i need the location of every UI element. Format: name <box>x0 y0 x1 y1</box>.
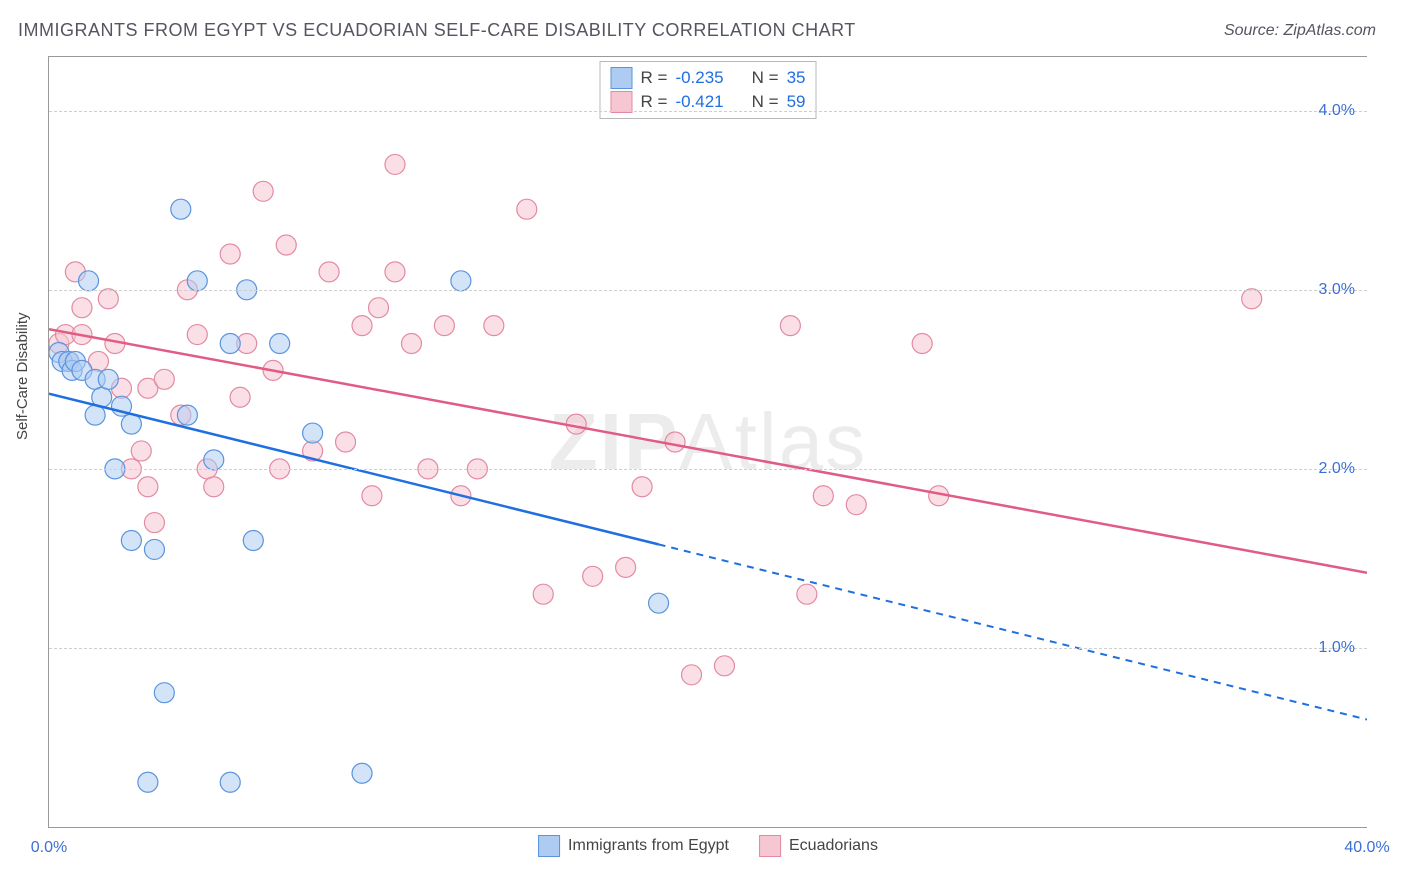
y-tick-label: 1.0% <box>1319 639 1355 657</box>
point-ecuadorians <box>682 665 702 685</box>
point-egypt <box>204 450 224 470</box>
point-ecuadorians <box>632 477 652 497</box>
gridline <box>49 111 1367 112</box>
point-egypt <box>303 423 323 443</box>
x-tick-label: 40.0% <box>1344 839 1389 857</box>
point-egypt <box>187 271 207 291</box>
x-tick-label: 0.0% <box>31 839 67 857</box>
point-egypt <box>154 683 174 703</box>
point-ecuadorians <box>138 477 158 497</box>
gridline <box>49 648 1367 649</box>
point-ecuadorians <box>319 262 339 282</box>
source-label: Source: ZipAtlas.com <box>1224 22 1376 40</box>
legend-correlation-row: R = -0.235 N = 35 <box>611 66 806 90</box>
point-ecuadorians <box>362 486 382 506</box>
point-egypt <box>171 199 191 219</box>
point-ecuadorians <box>846 495 866 515</box>
legend-series: Immigrants from Egypt Ecuadorians <box>538 835 878 857</box>
point-egypt <box>144 539 164 559</box>
point-egypt <box>270 334 290 354</box>
point-ecuadorians <box>352 316 372 336</box>
point-egypt <box>121 530 141 550</box>
point-ecuadorians <box>253 181 273 201</box>
point-ecuadorians <box>912 334 932 354</box>
y-axis-title: Self-Care Disability <box>14 312 31 440</box>
point-ecuadorians <box>220 244 240 264</box>
legend-swatch <box>611 91 633 113</box>
point-ecuadorians <box>813 486 833 506</box>
point-ecuadorians <box>583 566 603 586</box>
point-egypt <box>352 763 372 783</box>
point-ecuadorians <box>276 235 296 255</box>
point-egypt <box>220 334 240 354</box>
point-egypt <box>138 772 158 792</box>
point-ecuadorians <box>98 289 118 309</box>
r-label: R = <box>641 66 668 90</box>
point-ecuadorians <box>72 298 92 318</box>
point-ecuadorians <box>533 584 553 604</box>
legend-swatch <box>759 835 781 857</box>
point-egypt <box>121 414 141 434</box>
n-value: 35 <box>787 66 806 90</box>
point-egypt <box>79 271 99 291</box>
gridline <box>49 290 1367 291</box>
point-egypt <box>243 530 263 550</box>
point-ecuadorians <box>131 441 151 461</box>
point-ecuadorians <box>1242 289 1262 309</box>
point-ecuadorians <box>385 262 405 282</box>
r-value: -0.235 <box>675 66 723 90</box>
point-ecuadorians <box>230 387 250 407</box>
y-tick-label: 4.0% <box>1319 102 1355 120</box>
legend-swatch <box>611 67 633 89</box>
point-ecuadorians <box>154 369 174 389</box>
point-egypt <box>98 369 118 389</box>
point-egypt <box>177 405 197 425</box>
point-egypt <box>220 772 240 792</box>
point-egypt <box>451 271 471 291</box>
point-ecuadorians <box>616 557 636 577</box>
point-ecuadorians <box>144 513 164 533</box>
point-ecuadorians <box>385 154 405 174</box>
chart-title: IMMIGRANTS FROM EGYPT VS ECUADORIAN SELF… <box>18 20 856 41</box>
point-ecuadorians <box>369 298 389 318</box>
gridline <box>49 469 1367 470</box>
legend-series-item: Immigrants from Egypt <box>538 835 729 857</box>
point-ecuadorians <box>665 432 685 452</box>
point-ecuadorians <box>797 584 817 604</box>
point-ecuadorians <box>484 316 504 336</box>
regression-egypt-dashed <box>659 544 1367 719</box>
plot-area: ZIPAtlas R =-0.235N =35R =-0.421N =59 Im… <box>48 56 1367 828</box>
legend-series-item: Ecuadorians <box>759 835 878 857</box>
point-egypt <box>85 405 105 425</box>
legend-series-label: Ecuadorians <box>789 837 878 855</box>
point-ecuadorians <box>401 334 421 354</box>
legend-swatch <box>538 835 560 857</box>
point-ecuadorians <box>204 477 224 497</box>
legend-series-label: Immigrants from Egypt <box>568 837 729 855</box>
point-ecuadorians <box>517 199 537 219</box>
point-ecuadorians <box>336 432 356 452</box>
y-tick-label: 3.0% <box>1319 281 1355 299</box>
point-ecuadorians <box>714 656 734 676</box>
n-label: N = <box>752 66 779 90</box>
point-ecuadorians <box>434 316 454 336</box>
point-ecuadorians <box>780 316 800 336</box>
chart-svg <box>49 57 1367 827</box>
y-tick-label: 2.0% <box>1319 460 1355 478</box>
point-egypt <box>649 593 669 613</box>
point-ecuadorians <box>187 325 207 345</box>
